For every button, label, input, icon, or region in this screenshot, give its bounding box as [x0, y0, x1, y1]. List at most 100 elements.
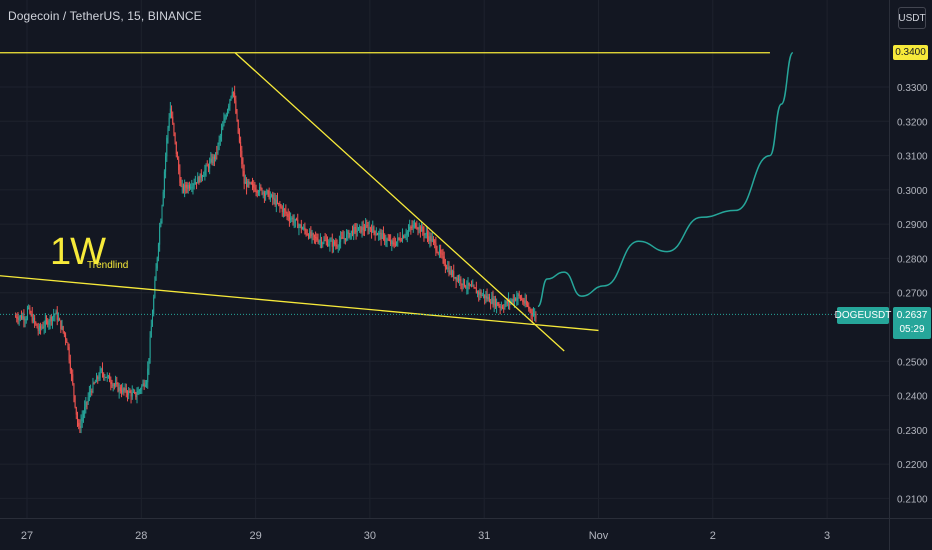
candle-body [367, 226, 369, 231]
candle-body [310, 231, 312, 237]
candle-body [337, 246, 339, 248]
candle-body [60, 320, 62, 330]
candle-body [46, 319, 48, 321]
candle-body [199, 173, 201, 183]
candle-body [372, 226, 374, 233]
candle-body [421, 226, 423, 232]
candle-body [224, 117, 226, 121]
candle-body [206, 165, 208, 167]
candle-body [390, 240, 392, 244]
candle-body [63, 331, 65, 335]
candle-body [510, 300, 512, 303]
candle-body [154, 280, 156, 298]
candle-body [67, 342, 69, 348]
candle-body [428, 236, 430, 241]
candle-body [327, 240, 329, 246]
candle-body [449, 270, 451, 275]
candle-body [407, 229, 409, 232]
candle-body [111, 383, 113, 386]
candle-body [484, 294, 486, 299]
candle-body [277, 199, 279, 203]
candle-body [317, 240, 319, 243]
candle-body [331, 240, 333, 247]
candle-body [140, 389, 142, 391]
candle-body [330, 240, 332, 242]
candle-body [290, 218, 292, 220]
candle-body [318, 240, 320, 243]
candle-body [496, 302, 498, 307]
candle-body [119, 387, 121, 392]
candle-body [15, 316, 17, 318]
candle-body [430, 236, 432, 242]
candle-body [342, 237, 344, 239]
annotation-trendline: Trendlind [87, 260, 129, 271]
candle-body [248, 180, 250, 183]
candle-body [76, 414, 78, 423]
candle-body [524, 300, 526, 304]
candle-body [456, 277, 458, 281]
candle-body [473, 285, 475, 288]
currency-button[interactable]: USDT [898, 7, 926, 29]
candle-body [250, 182, 252, 184]
candle-body [144, 384, 146, 387]
candle-body [188, 185, 190, 189]
candle-body [322, 242, 324, 245]
candle-body [129, 390, 131, 393]
candle-body [415, 223, 417, 228]
candle-body [80, 421, 82, 429]
candle-body [85, 401, 87, 408]
candle-body [196, 182, 198, 184]
candle-body [186, 187, 188, 189]
candle-body [201, 176, 203, 178]
candle-body [365, 225, 367, 231]
candle-body [375, 234, 377, 236]
candle-body [141, 385, 143, 390]
candle-body [281, 207, 283, 213]
candle-body [525, 300, 527, 305]
time-tick-label: Nov [589, 530, 609, 542]
candle-body [254, 187, 256, 191]
candle-body [136, 394, 138, 398]
candle-body [200, 173, 202, 178]
candle-body [504, 304, 506, 308]
candle-body [191, 187, 193, 189]
candle-body [275, 199, 277, 205]
candle-body [228, 105, 230, 110]
candle-body [126, 393, 128, 396]
candle-body [422, 226, 424, 232]
candle-body [35, 322, 37, 325]
candle-body [475, 288, 477, 294]
candle-body [292, 218, 294, 223]
candle-body [130, 392, 132, 397]
candle-body [529, 308, 531, 310]
candle-body [350, 230, 352, 234]
candle-body [298, 225, 300, 229]
candle-body [88, 391, 90, 398]
candle-body [118, 387, 120, 392]
candle-body [232, 91, 234, 93]
candle-body [391, 240, 393, 244]
trendline-1W-trendline [0, 275, 599, 332]
time-tick-label: 3 [824, 530, 830, 542]
price-tick-label: 0.3300 [897, 83, 928, 94]
candle-body [51, 316, 53, 322]
candle-body [50, 316, 52, 322]
candle-body [491, 298, 493, 304]
candle-body [324, 240, 326, 242]
candle-body [135, 392, 137, 398]
candle-body [477, 291, 479, 294]
candle-body [448, 267, 450, 275]
candle-body [481, 295, 483, 297]
candle-body [105, 377, 107, 379]
candle-body [492, 298, 494, 306]
candle-body [117, 383, 119, 392]
candle-body [512, 299, 514, 302]
candle-body [354, 227, 356, 229]
candle-body [296, 218, 298, 220]
candle-body [168, 117, 170, 128]
candle-body [41, 327, 43, 329]
candle-body [75, 407, 77, 415]
candle-body [385, 241, 387, 243]
candle-body [96, 376, 98, 383]
